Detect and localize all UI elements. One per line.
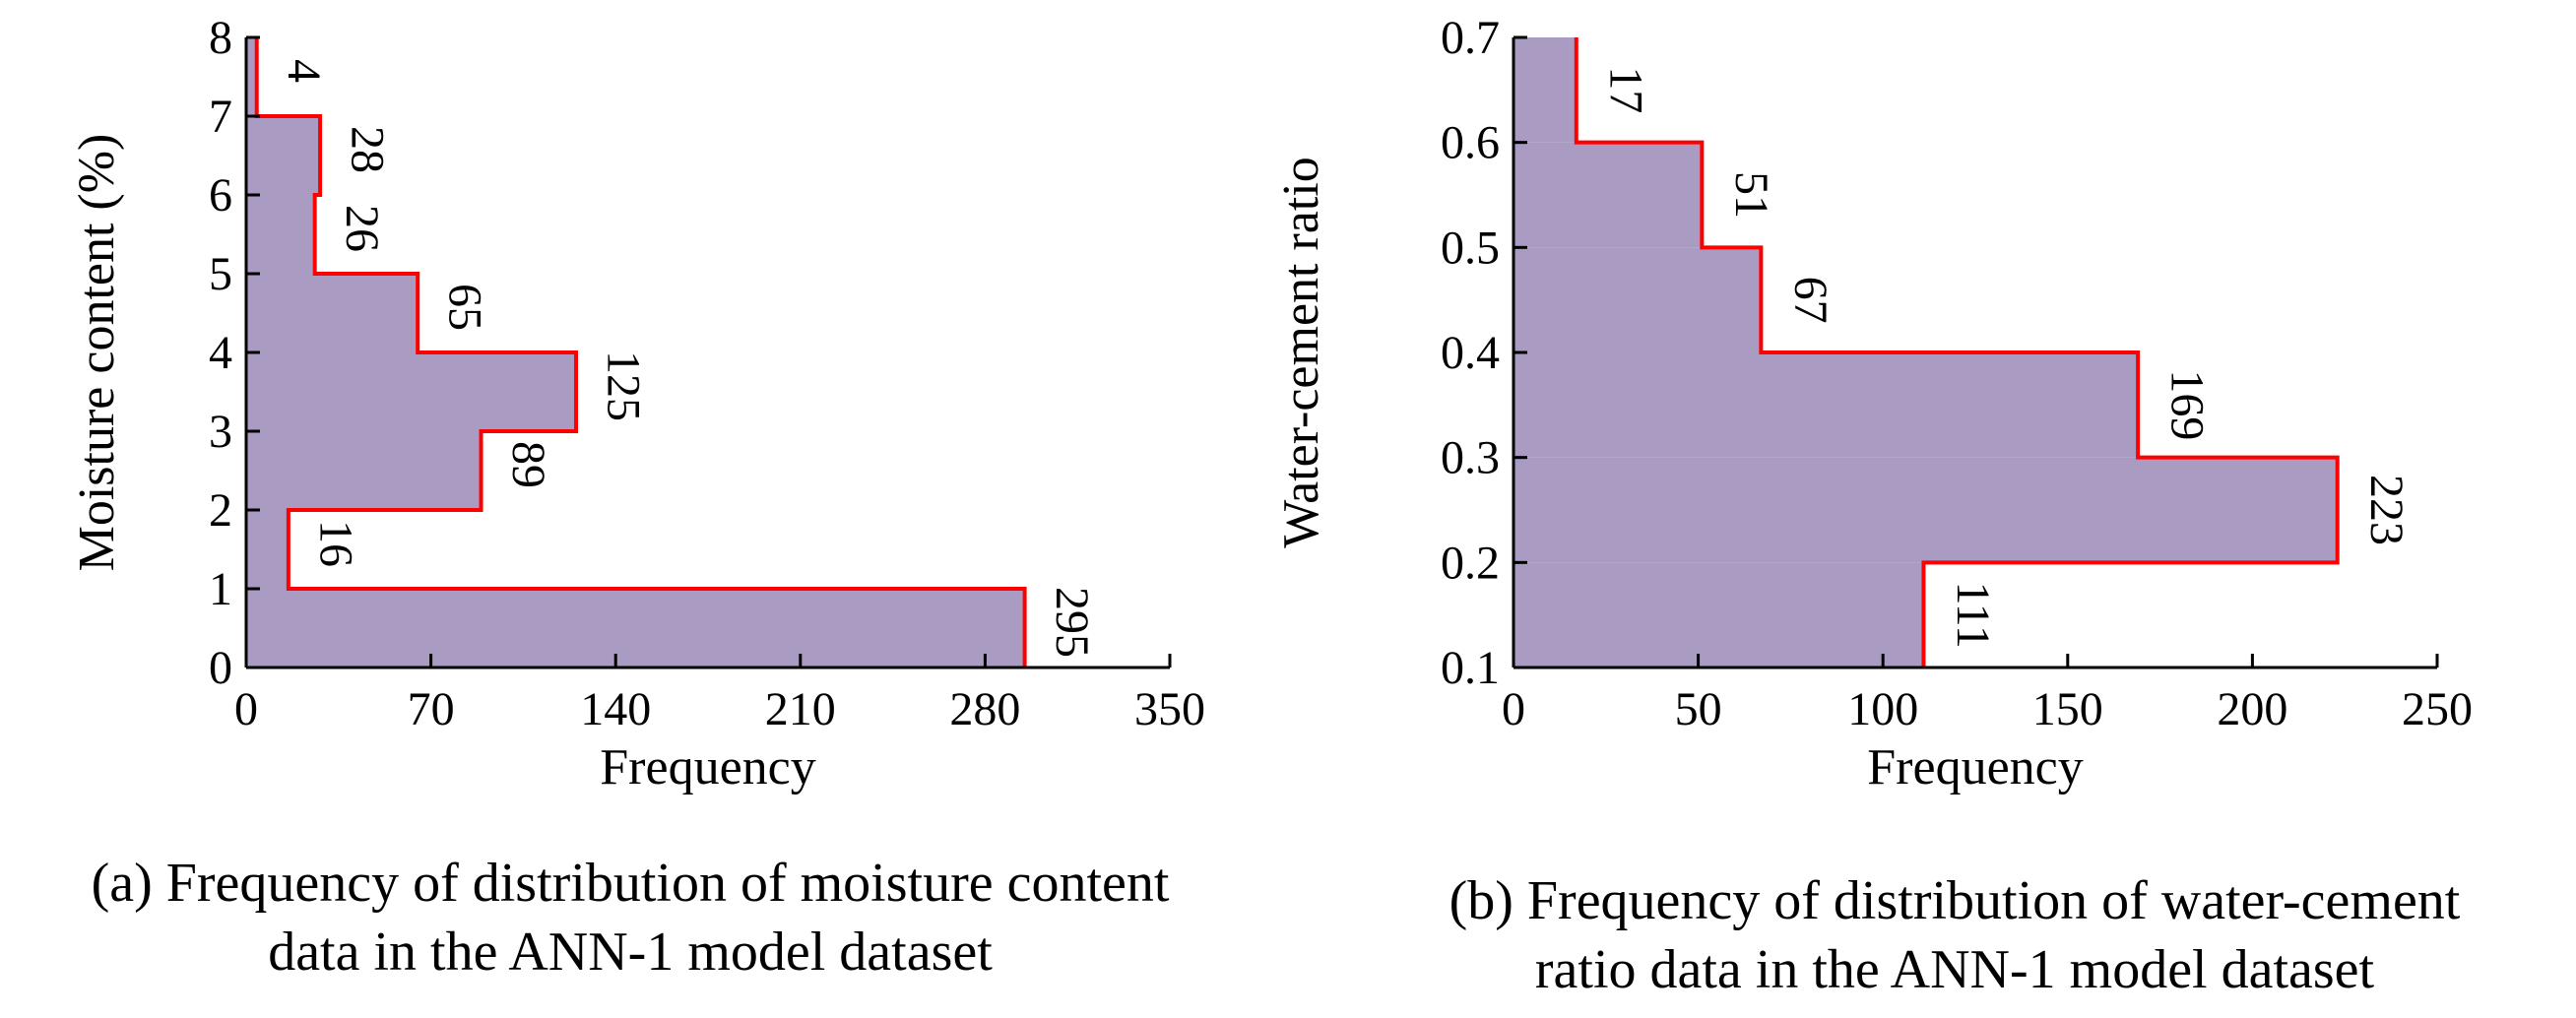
caption-a: (a) Frequency of distribution of moistur… [0, 849, 1260, 986]
bar-1 [1513, 457, 2338, 563]
caption-a-line-1: (a) Frequency of distribution of moistur… [91, 853, 1170, 914]
chart-moisture-content: 0 1 2 3 4 5 6 7 8 0 70 140 210 280 350 Frequency Moistur… [69, 12, 1205, 795]
y-tick-label: 2 [209, 484, 232, 537]
x-tick-label: 210 [765, 683, 836, 735]
bar-value-label: 51 [1725, 171, 1777, 219]
x-axis-title: Frequency [600, 739, 815, 795]
y-axis-title: Moisture content (%) [69, 134, 125, 572]
bar-5 [246, 195, 315, 274]
bar-4 [246, 274, 419, 352]
x-tick-label: 280 [949, 683, 1020, 735]
x-tick-label: 350 [1134, 683, 1205, 735]
bar-3 [1513, 247, 1762, 352]
caption-b-line-1: (b) Frequency of distribution of water-c… [1449, 870, 2461, 931]
y-tick-label: 7 [209, 91, 232, 143]
y-tick-label: 0.2 [1441, 537, 1500, 589]
y-tick-label: 0 [209, 642, 232, 694]
caption-a-line-2: data in the ANN-1 model dataset [268, 922, 993, 983]
y-tick-label: 4 [209, 327, 232, 379]
bar-value-label: 16 [309, 520, 361, 567]
y-tick-label: 3 [209, 406, 232, 458]
bar-2 [246, 431, 482, 510]
x-tick-label: 0 [234, 683, 258, 735]
bar-value-label: 26 [336, 205, 388, 252]
y-tick-label: 0.6 [1441, 117, 1500, 169]
x-tick-label: 50 [1675, 683, 1722, 735]
x-tick-label: 150 [2032, 683, 2103, 735]
bar-7 [246, 37, 257, 116]
y-tick-label: 6 [209, 169, 232, 222]
bar-2 [1513, 352, 2139, 458]
x-tick-label: 70 [408, 683, 455, 735]
bar-5 [1513, 37, 1577, 143]
bar-value-label: 125 [598, 350, 650, 421]
bar-value-label: 67 [1784, 277, 1836, 324]
y-tick-label: 8 [209, 12, 232, 64]
y-tick-label: 5 [209, 248, 232, 300]
caption-b: (b) Frequency of distribution of water-c… [1339, 866, 2570, 1004]
bar-6 [246, 116, 321, 195]
bar-value-label: 223 [2360, 475, 2413, 545]
y-tick-label: 0.7 [1441, 12, 1500, 64]
bar-value-label: 89 [502, 441, 554, 488]
y-tick-label: 1 [209, 563, 232, 615]
bar-3 [246, 352, 576, 431]
bar-0 [1513, 562, 1924, 668]
y-axis-title: Water-cement ratio [1273, 157, 1329, 548]
bar-value-label: 17 [1599, 66, 1651, 113]
bar-1 [246, 510, 289, 589]
bar-4 [1513, 142, 1703, 248]
chart-water-cement-ratio: 0.1 0.2 0.3 0.4 0.5 0.6 0.7 0 50 100 150 200 250 Freq… [1273, 12, 2473, 795]
y-tick-label: 0.1 [1441, 642, 1500, 694]
x-tick-label: 250 [2402, 683, 2473, 735]
bar-value-label: 111 [1947, 581, 1999, 648]
histogram-outline [1574, 37, 2340, 668]
x-axis-title: Frequency [1867, 739, 2083, 795]
bar-value-label: 295 [1046, 587, 1098, 658]
x-tick-label: 100 [1847, 683, 1918, 735]
y-tick-label: 0.4 [1441, 327, 1500, 379]
x-tick-label: 200 [2217, 683, 2287, 735]
caption-b-line-2: ratio data in the ANN-1 model dataset [1534, 939, 2375, 1000]
histogram-outline [254, 37, 1027, 668]
y-tick-label: 0.3 [1441, 432, 1500, 484]
x-tick-label: 140 [580, 683, 651, 735]
bar-value-label: 4 [278, 59, 330, 83]
bar-value-label: 28 [342, 126, 394, 173]
bar-0 [246, 589, 1025, 668]
x-tick-label: 0 [1502, 683, 1525, 735]
bar-value-label: 65 [439, 284, 491, 331]
y-tick-label: 0.5 [1441, 222, 1500, 274]
bar-value-label: 169 [2161, 369, 2214, 440]
